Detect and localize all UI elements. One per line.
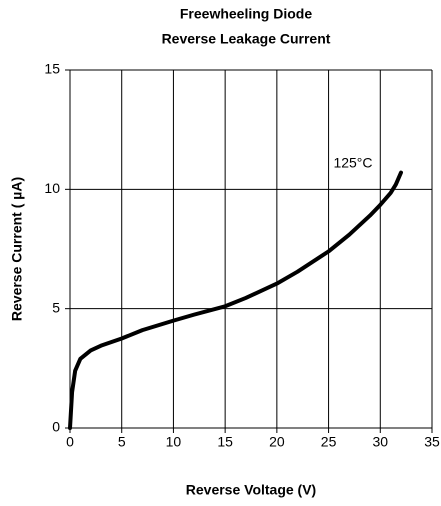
x-tick-label: 15 xyxy=(217,434,233,450)
x-tick-label: 20 xyxy=(269,434,285,450)
x-tick-label: 30 xyxy=(372,434,388,450)
line xyxy=(68,170,403,430)
chart-title: Freewheeling Diode xyxy=(180,6,312,22)
chart-title: Reverse Leakage Current xyxy=(162,31,331,47)
x-tick-label: 35 xyxy=(424,434,440,450)
y-axis-label: Reverse Current ( µA) xyxy=(9,177,25,321)
x-tick-label: 0 xyxy=(66,434,74,450)
x-tick-label: 25 xyxy=(321,434,337,450)
y-tick-label: 5 xyxy=(52,299,60,315)
x-tick-label: 10 xyxy=(166,434,182,450)
y-tick-label: 15 xyxy=(44,61,60,77)
x-tick-label: 5 xyxy=(118,434,126,450)
y-tick-label: 0 xyxy=(52,419,60,435)
y-tick-label: 10 xyxy=(44,180,60,196)
x-axis-label: Reverse Voltage (V) xyxy=(186,482,316,498)
annotation: 125°C xyxy=(333,155,372,171)
